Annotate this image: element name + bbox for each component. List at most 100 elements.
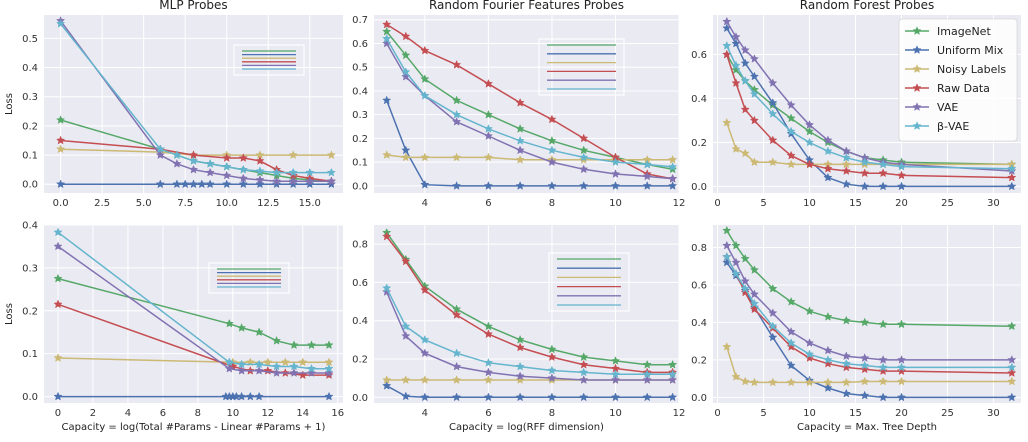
data-point-beta-vae (305, 167, 315, 177)
data-point-vae (768, 78, 778, 88)
data-point-vae (579, 375, 589, 384)
data-point-beta-vae (306, 363, 317, 373)
data-point-vae (740, 276, 750, 286)
data-point-uniform-mix (238, 179, 248, 189)
data-point-uniform-mix (254, 391, 264, 401)
data-point-noisy-labels (841, 377, 851, 387)
y-tick-label: 0.4 (352, 316, 368, 327)
data-point-vae (610, 169, 621, 178)
data-point-beta-vae (740, 76, 750, 85)
x-tick-label: 6 (160, 408, 166, 419)
y-tick-label: 0.5 (22, 34, 38, 45)
data-point-vae (420, 348, 430, 358)
data-point-beta-vae (547, 365, 557, 375)
data-point-uniform-mix (841, 179, 851, 189)
data-point-vae (749, 289, 760, 299)
series-group (53, 227, 334, 401)
data-point-beta-vae (326, 167, 337, 177)
y-tick-label: 0.2 (352, 134, 368, 145)
data-point-raw-data (804, 353, 815, 362)
x-tick-label: 10.0 (216, 198, 238, 209)
data-point-noisy-labels (55, 144, 66, 154)
data-point-raw-data (1007, 368, 1017, 377)
data-point-raw-data (547, 114, 557, 124)
x-axis-label: Capacity = log(RFF dimension) (449, 422, 604, 433)
y-tick-label: 0.0 (691, 182, 707, 193)
data-point-beta-vae (804, 137, 815, 147)
y-tick-label: 0.4 (22, 63, 38, 74)
data-point-vae (642, 375, 652, 384)
data-point-beta-vae (254, 359, 264, 369)
data-point-vae (451, 116, 462, 126)
data-point-vae (722, 240, 732, 250)
data-point-uniform-mix (205, 179, 215, 189)
data-point-imagenet (547, 344, 557, 354)
data-point-uniform-mix (451, 181, 462, 190)
data-point-raw-data (740, 287, 750, 297)
data-point-noisy-labels (401, 375, 411, 384)
data-point-noisy-labels (731, 144, 741, 153)
data-point-uniform-mix (668, 392, 678, 402)
data-point-raw-data (238, 153, 248, 162)
x-tick-label: 2.5 (94, 198, 110, 209)
data-point-raw-data (255, 156, 265, 165)
data-point-beta-vae (382, 283, 392, 293)
legend-label: β-VAE (937, 120, 969, 133)
x-axis-label: Capacity = Max. Tree Depth (797, 422, 937, 433)
data-point-vae (289, 368, 299, 377)
series-group (382, 227, 678, 402)
data-point-vae (731, 32, 741, 41)
data-point-uniform-mix (579, 392, 589, 402)
data-point-vae (271, 176, 282, 186)
data-point-imagenet (236, 323, 247, 332)
data-point-beta-vae (1007, 362, 1017, 372)
data-point-noisy-labels (896, 376, 907, 386)
data-point-uniform-mix (197, 179, 207, 189)
data-point-vae (155, 150, 165, 160)
data-point-vae (401, 331, 411, 340)
data-point-noisy-labels (749, 157, 760, 167)
y-tick-label: 0.0 (22, 392, 38, 403)
data-point-vae (740, 45, 750, 55)
data-point-raw-data (841, 362, 851, 372)
x-tick-label: 15 (849, 408, 862, 419)
panel-title: MLP Probes (159, 0, 227, 12)
x-tick-label: 25 (941, 198, 954, 209)
data-point-imagenet (306, 340, 317, 350)
data-point-noisy-labels (731, 371, 741, 381)
x-tick-label: 5 (760, 198, 766, 209)
y-tick-label: 0.1 (22, 349, 38, 360)
data-point-imagenet (289, 340, 299, 350)
x-tick-label: 30 (987, 198, 1000, 209)
data-point-vae (823, 345, 833, 355)
data-point-raw-data (896, 366, 907, 376)
data-point-noisy-labels (749, 377, 760, 387)
data-point-imagenet (515, 334, 525, 344)
x-tick-label: 10 (609, 408, 622, 419)
data-point-vae (768, 308, 778, 318)
y-tick-label: 0.4 (352, 86, 368, 97)
data-point-uniform-mix (786, 360, 796, 370)
x-tick-label: 10 (609, 198, 622, 209)
data-point-raw-data (841, 166, 851, 175)
data-point-noisy-labels (483, 152, 494, 162)
data-point-uniform-mix (55, 179, 66, 189)
data-point-vae (804, 338, 815, 347)
x-tick-label: 15 (849, 198, 862, 209)
data-point-vae (579, 164, 589, 174)
data-point-noisy-labels (768, 157, 778, 167)
y-tick-label: 0.2 (22, 121, 38, 132)
data-point-raw-data (451, 59, 462, 69)
data-point-beta-vae (382, 33, 392, 43)
data-point-beta-vae (172, 150, 182, 160)
data-point-beta-vae (740, 283, 750, 293)
data-point-beta-vae (668, 162, 678, 171)
data-point-vae (326, 176, 337, 186)
x-tick-label: 2 (90, 408, 96, 419)
panel-title: Random Forest Probes (800, 0, 934, 12)
data-point-imagenet (324, 340, 334, 350)
data-point-imagenet (896, 319, 907, 329)
data-point-imagenet (786, 113, 796, 123)
legend-label: VAE (937, 101, 958, 114)
zoom-inset-box (233, 44, 305, 76)
